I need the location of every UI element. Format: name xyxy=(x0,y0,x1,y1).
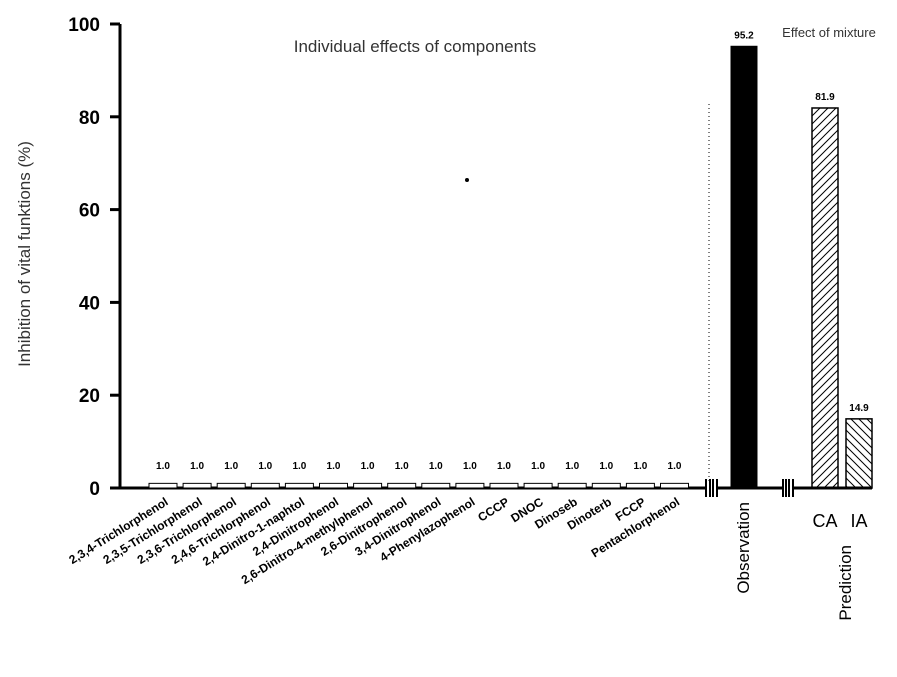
bar-component xyxy=(591,482,621,489)
bar-component xyxy=(660,482,689,489)
bar-prediction-ia xyxy=(845,418,873,489)
individual-effects-title: Individual effects of components xyxy=(294,37,537,56)
y-axis-label: Inhibition of vital funktions (%) xyxy=(15,141,34,367)
bar-observation xyxy=(730,45,758,489)
bar-component xyxy=(353,482,383,489)
axes xyxy=(110,22,872,497)
bar-value-label: 1.0 xyxy=(156,461,170,472)
bar-component xyxy=(216,482,246,489)
y-tick-label: 40 xyxy=(79,293,100,314)
bar-component xyxy=(284,482,314,489)
bar-value-label: 1.0 xyxy=(327,461,341,472)
bar-value-label: 1.0 xyxy=(497,461,511,472)
y-tick-label: 60 xyxy=(79,201,100,222)
bar-value-label: 1.0 xyxy=(633,461,647,472)
y-tick-label: 0 xyxy=(89,479,100,500)
mixture-effect-title: Effect of mixture xyxy=(782,25,876,40)
bar-component xyxy=(489,482,519,489)
bar-value-label: 1.0 xyxy=(668,461,682,472)
y-tick-label: 80 xyxy=(79,108,100,129)
prediction-group-label: Prediction xyxy=(836,545,855,621)
bar-component xyxy=(523,482,553,489)
bar-value-label: 1.0 xyxy=(531,461,545,472)
y-tick-label: 100 xyxy=(68,15,100,36)
x-tick-label: CCCP xyxy=(475,495,511,525)
bar-value-label: 1.0 xyxy=(361,461,375,472)
bars xyxy=(148,45,873,489)
bar-value-label: 1.0 xyxy=(565,461,579,472)
observation-group-label: Observation xyxy=(734,502,753,594)
prediction-value-label: 81.9 xyxy=(815,92,835,103)
bar-value-label: 1.0 xyxy=(190,461,204,472)
bar-value-label: 1.0 xyxy=(224,461,238,472)
bar-prediction-ca xyxy=(811,107,839,489)
prediction-bar-label: CA xyxy=(812,511,837,531)
bar-component xyxy=(421,482,451,489)
bar-component xyxy=(182,482,212,489)
bar-component xyxy=(387,482,417,489)
bar-component xyxy=(148,482,178,489)
bar-value-label: 1.0 xyxy=(599,461,613,472)
prediction-bar-label: IA xyxy=(850,511,867,531)
y-tick-label: 20 xyxy=(79,386,100,407)
bar-value-label: 1.0 xyxy=(395,461,409,472)
bar-value-label: 1.0 xyxy=(463,461,477,472)
bar-value-label: 1.0 xyxy=(429,461,443,472)
prediction-value-label: 14.9 xyxy=(849,403,869,414)
bar-component xyxy=(625,482,655,489)
stray-dot xyxy=(465,178,469,182)
bar-value-label: 1.0 xyxy=(292,461,306,472)
bar-component xyxy=(250,482,280,489)
bar-component xyxy=(455,482,485,489)
bar-component xyxy=(557,482,587,489)
bar-value-label: 1.0 xyxy=(258,461,272,472)
bar-component xyxy=(319,482,348,489)
observation-value-label: 95.2 xyxy=(734,30,754,41)
